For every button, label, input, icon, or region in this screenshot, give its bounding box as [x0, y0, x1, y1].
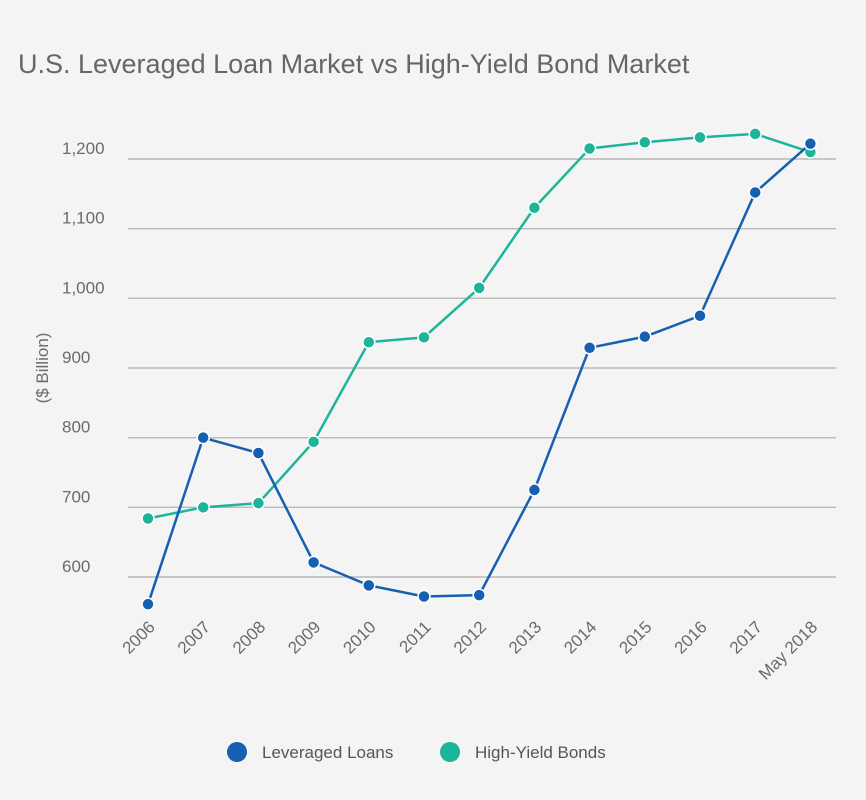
data-point[interactable] [527, 483, 542, 497]
data-point[interactable] [472, 281, 486, 295]
y-tick-label: 1,000 [62, 278, 105, 297]
data-point[interactable] [196, 500, 210, 515]
series-line [147, 132, 811, 520]
legend-label: Leveraged Loans [262, 743, 393, 762]
data-point[interactable] [141, 597, 155, 611]
x-tick-label: 2014 [560, 617, 600, 657]
x-tick-label: 2011 [396, 617, 435, 656]
y-tick-label: 1,200 [62, 139, 105, 158]
x-tick-label: 2013 [505, 617, 545, 657]
x-tick-label: 2009 [284, 617, 324, 657]
data-point[interactable] [748, 127, 762, 141]
data-point[interactable] [306, 435, 321, 449]
series-line [146, 142, 812, 605]
gridlines [128, 158, 836, 578]
series-leveraged-loans [141, 136, 818, 611]
series-high-yield-bonds [141, 127, 818, 526]
data-point[interactable] [693, 130, 707, 145]
data-point[interactable] [693, 309, 707, 323]
data-point[interactable] [472, 588, 486, 602]
data-point[interactable] [582, 141, 597, 156]
series-lines [141, 127, 818, 611]
data-point[interactable] [582, 341, 597, 355]
x-tick-label: May 2018 [755, 617, 821, 683]
data-point[interactable] [748, 185, 762, 200]
legend-marker [440, 742, 460, 762]
y-axis-ticks: 600 700 800 900 1,000 1,100 1,200 [62, 139, 105, 576]
x-axis-ticks: 2006 2007 2008 2009 2010 2011 2012 2013 2014 2015… [119, 617, 822, 683]
data-point[interactable] [306, 555, 321, 570]
x-tick-label: 2016 [671, 617, 711, 657]
x-tick-label: 2017 [726, 617, 766, 657]
y-tick-label: 800 [62, 418, 90, 437]
data-point[interactable] [251, 496, 266, 510]
y-tick-label: 600 [62, 557, 90, 576]
data-point[interactable] [362, 578, 376, 593]
data-point[interactable] [638, 329, 652, 344]
data-point[interactable] [141, 511, 155, 526]
legend: Leveraged Loans High-Yield Bonds [227, 742, 606, 762]
x-tick-label: 2010 [339, 617, 379, 657]
data-point[interactable] [803, 136, 818, 151]
y-axis-label: ($ Billion) [33, 333, 52, 404]
data-point[interactable] [196, 430, 210, 445]
x-tick-label: 2006 [119, 617, 159, 657]
x-tick-label: 2007 [174, 617, 214, 657]
x-tick-label: 2015 [615, 617, 655, 657]
data-point[interactable] [527, 201, 542, 215]
legend-item[interactable]: High-Yield Bonds [440, 742, 606, 762]
legend-label: High-Yield Bonds [475, 743, 606, 762]
data-point[interactable] [638, 135, 652, 150]
data-point[interactable] [417, 330, 431, 345]
data-point[interactable] [251, 446, 266, 460]
y-tick-label: 700 [62, 487, 90, 506]
x-tick-label: 2012 [450, 617, 490, 657]
x-tick-label: 2008 [229, 617, 269, 657]
chart-title: U.S. Leveraged Loan Market vs High-Yield… [18, 49, 690, 79]
data-point[interactable] [362, 335, 376, 349]
y-tick-label: 1,100 [62, 209, 105, 228]
legend-item[interactable]: Leveraged Loans [227, 742, 393, 762]
y-tick-label: 900 [62, 348, 90, 367]
legend-marker [227, 742, 247, 762]
data-point[interactable] [417, 589, 431, 604]
